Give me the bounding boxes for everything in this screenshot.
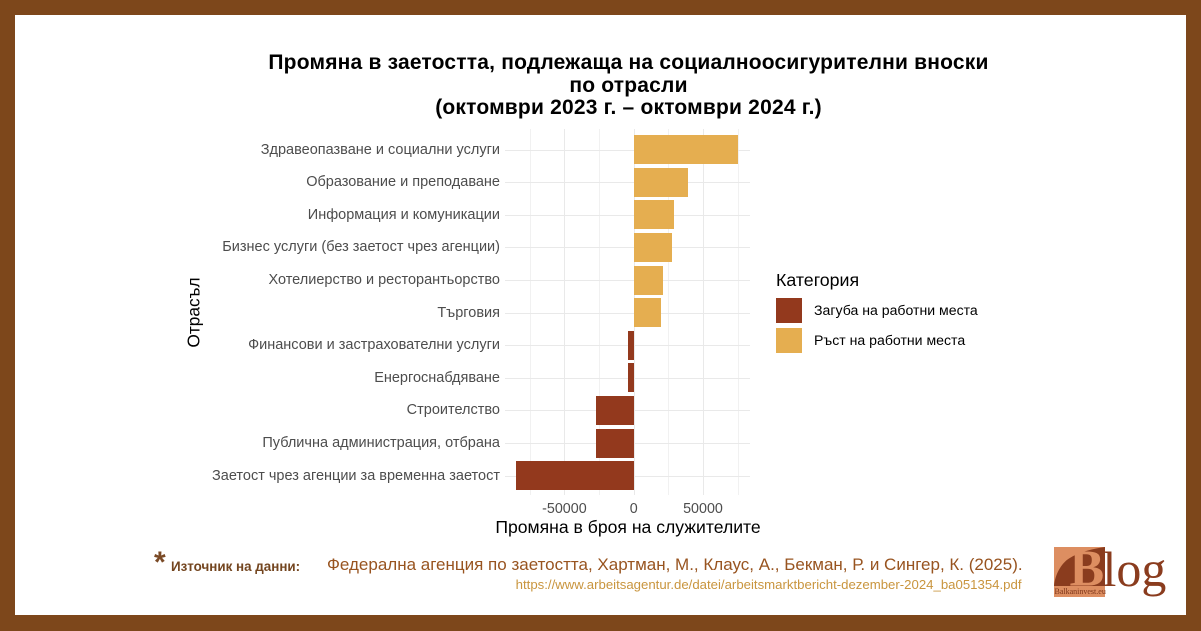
svg-text:B: B	[1070, 546, 1105, 598]
svg-text:Balkaninvest.eu: Balkaninvest.eu	[1055, 587, 1106, 596]
svg-text:log: log	[1103, 546, 1167, 597]
